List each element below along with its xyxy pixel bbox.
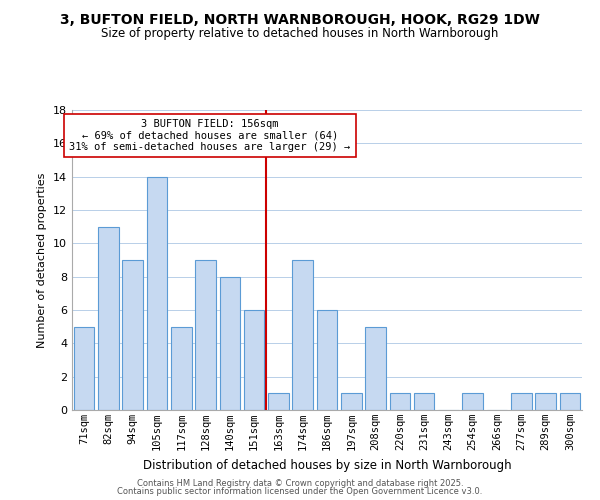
Bar [414,394,434,410]
Text: Contains HM Land Registry data © Crown copyright and database right 2025.: Contains HM Land Registry data © Crown c… [137,478,463,488]
Text: Size of property relative to detached houses in North Warnborough: Size of property relative to detached ho… [101,28,499,40]
Text: Contains public sector information licensed under the Open Government Licence v3: Contains public sector information licen… [118,487,482,496]
Bar [268,394,289,410]
Bar [171,326,191,410]
Bar [560,394,580,410]
Bar [317,310,337,410]
Text: 3, BUFTON FIELD, NORTH WARNBOROUGH, HOOK, RG29 1DW: 3, BUFTON FIELD, NORTH WARNBOROUGH, HOOK… [60,12,540,26]
Bar [292,260,313,410]
Bar [146,176,167,410]
Bar [122,260,143,410]
Bar [463,394,483,410]
Bar [389,394,410,410]
Bar [244,310,265,410]
Bar [195,260,216,410]
X-axis label: Distribution of detached houses by size in North Warnborough: Distribution of detached houses by size … [143,458,511,471]
Bar [98,226,119,410]
Bar [535,394,556,410]
Bar [74,326,94,410]
Bar [341,394,362,410]
Bar [365,326,386,410]
Bar [511,394,532,410]
Text: 3 BUFTON FIELD: 156sqm
← 69% of detached houses are smaller (64)
31% of semi-det: 3 BUFTON FIELD: 156sqm ← 69% of detached… [69,119,350,152]
Y-axis label: Number of detached properties: Number of detached properties [37,172,47,348]
Bar [220,276,240,410]
